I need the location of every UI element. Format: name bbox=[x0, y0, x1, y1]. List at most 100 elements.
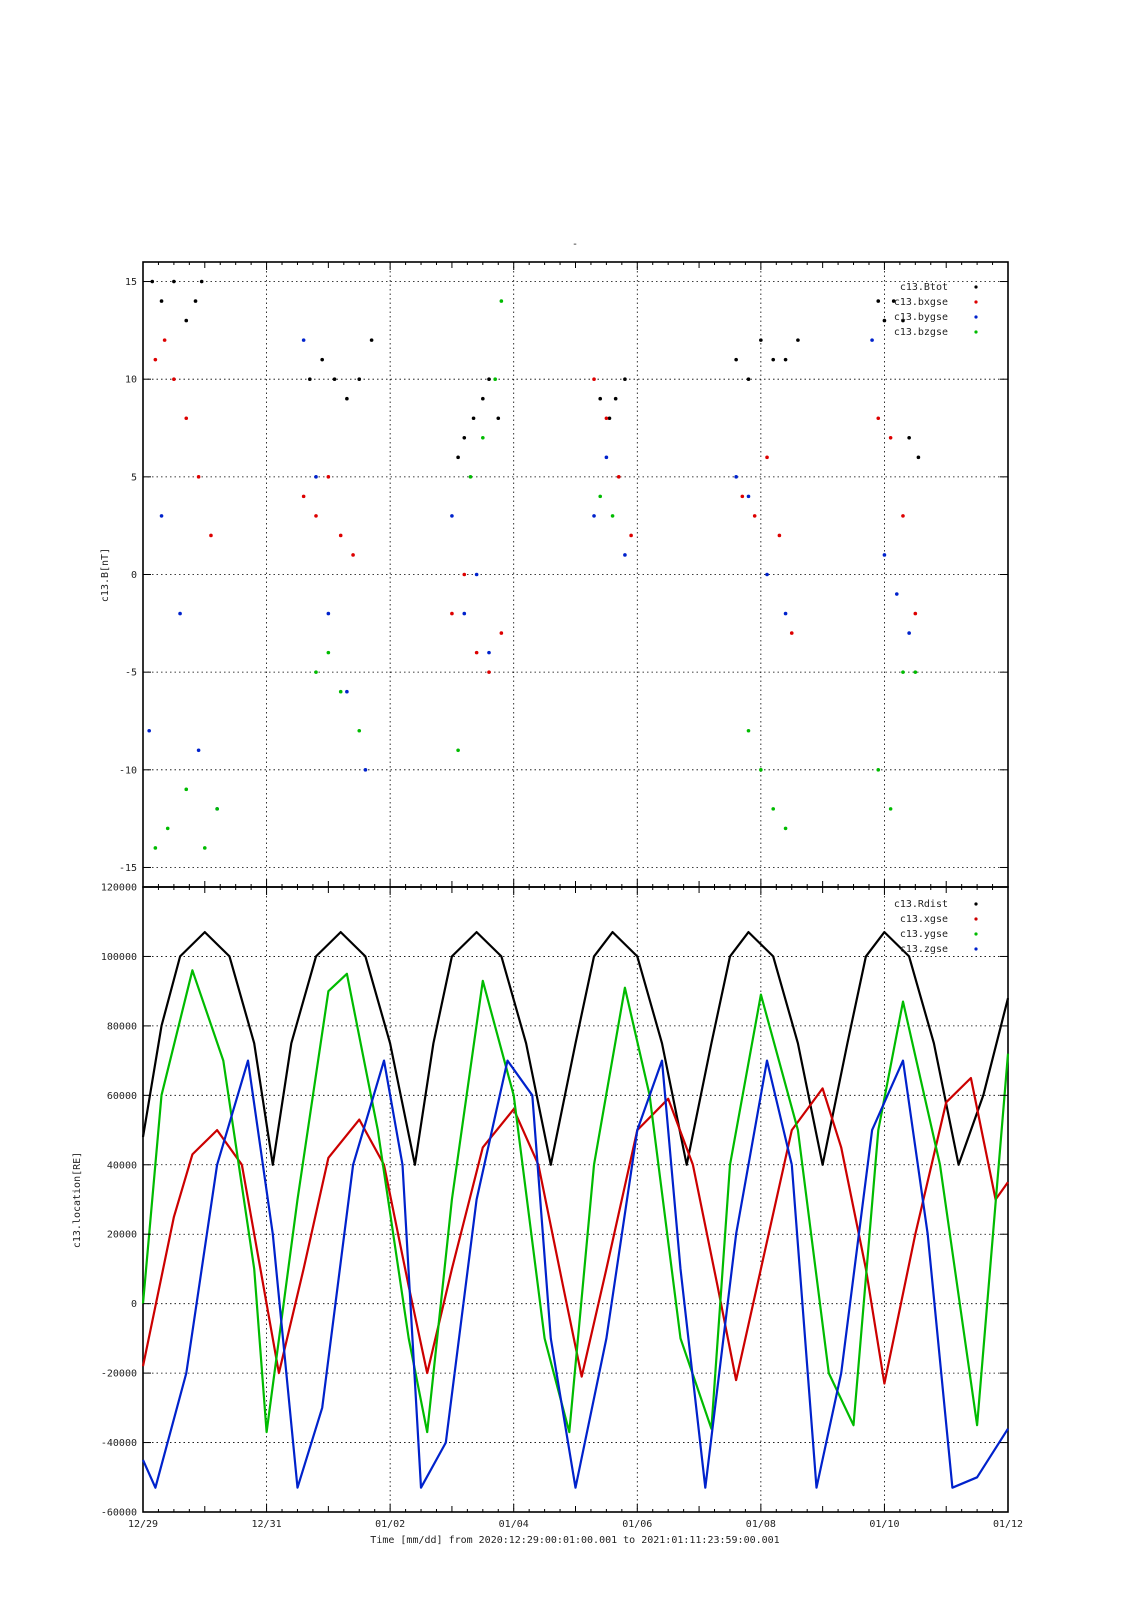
data-point bbox=[147, 728, 151, 733]
field-panel: -15 -10 -5 0 5 10 15 c13.B[nT] c13.Btot c13.bxg… bbox=[100, 261, 1009, 888]
y-tick-label: -40000 bbox=[101, 1438, 137, 1449]
location-panel-lines bbox=[141, 930, 1010, 1489]
legend-entry-swatch bbox=[974, 285, 978, 289]
data-point bbox=[314, 670, 318, 674]
data-point bbox=[752, 514, 757, 518]
data-point bbox=[870, 338, 874, 342]
x-tick-label: 12/29 bbox=[128, 1519, 158, 1530]
data-point bbox=[162, 338, 167, 342]
data-point bbox=[462, 611, 467, 616]
data-point bbox=[172, 377, 176, 381]
data-point bbox=[326, 650, 331, 655]
field-panel-legend: c13.Btot c13.bxgse c13.bygse c13.bzgse bbox=[894, 282, 978, 338]
x-tick-label: 01/08 bbox=[746, 1519, 776, 1530]
data-point bbox=[746, 728, 751, 733]
data-point bbox=[184, 318, 189, 323]
data-point bbox=[916, 455, 921, 460]
data-point bbox=[607, 416, 612, 421]
x-tick-label: 01/10 bbox=[869, 1519, 899, 1530]
data-point bbox=[150, 279, 155, 284]
data-point bbox=[209, 533, 213, 538]
x-tick-label: 01/02 bbox=[375, 1519, 405, 1530]
data-point bbox=[456, 455, 460, 460]
data-point bbox=[153, 357, 158, 362]
y-tick-label: 100000 bbox=[101, 952, 137, 963]
series-line-c13.Rdist bbox=[141, 930, 1010, 1166]
legend-entry-label: c13.bygse bbox=[894, 312, 948, 323]
data-point bbox=[765, 572, 769, 577]
time-axis-caption: Time [mm/dd] from 2020:12:29:00:01:00.00… bbox=[370, 1535, 779, 1546]
data-point bbox=[462, 572, 467, 577]
data-point bbox=[326, 611, 331, 616]
data-point bbox=[907, 631, 911, 635]
data-point bbox=[199, 279, 204, 284]
data-point bbox=[783, 611, 788, 616]
y-tick-label: 5 bbox=[131, 472, 137, 483]
data-point bbox=[616, 475, 621, 479]
legend-entry-swatch bbox=[974, 932, 978, 936]
data-point bbox=[789, 631, 794, 635]
data-point bbox=[604, 416, 609, 421]
data-point bbox=[320, 357, 324, 362]
y-tick-label: -10 bbox=[119, 765, 137, 776]
legend-entry-swatch bbox=[974, 315, 978, 319]
location-panel-grid bbox=[143, 887, 1008, 1512]
data-point bbox=[901, 670, 905, 674]
data-point bbox=[326, 475, 331, 479]
y-tick-label: 60000 bbox=[107, 1091, 137, 1102]
data-point bbox=[301, 494, 306, 499]
data-point bbox=[184, 787, 189, 792]
y-tick-label: -20000 bbox=[101, 1369, 137, 1380]
data-point bbox=[357, 377, 362, 381]
series-c13.bygse bbox=[147, 338, 911, 811]
legend-entry-label: c13.zgse bbox=[900, 944, 948, 955]
data-point bbox=[913, 611, 918, 616]
data-point bbox=[202, 846, 207, 850]
data-point bbox=[759, 768, 763, 772]
data-point bbox=[629, 533, 633, 538]
series-line-c13.zgse bbox=[141, 1059, 1009, 1489]
y-tick-label: -15 bbox=[119, 863, 137, 874]
data-point bbox=[481, 396, 485, 401]
legend-entry-swatch bbox=[974, 300, 978, 304]
field-panel-y-ticks: -15 -10 -5 0 5 10 15 bbox=[119, 277, 1008, 874]
data-point bbox=[351, 553, 355, 557]
data-point bbox=[783, 357, 788, 362]
location-panel-y-ticks: -60000 -40000 -20000 0 20000 40000 60000 80000 1… bbox=[101, 883, 1008, 1519]
data-point bbox=[450, 514, 454, 518]
data-point bbox=[888, 435, 893, 440]
y-tick-label: 120000 bbox=[101, 883, 137, 894]
data-point bbox=[740, 494, 745, 499]
data-point bbox=[796, 338, 800, 342]
data-point bbox=[215, 807, 219, 811]
data-point bbox=[610, 514, 615, 518]
data-point bbox=[499, 631, 504, 635]
series-c13.Btot bbox=[150, 279, 921, 460]
data-point bbox=[301, 338, 306, 342]
legend-entry-swatch bbox=[974, 947, 978, 951]
legend-entry-label: c13.ygse bbox=[900, 929, 948, 940]
data-point bbox=[481, 435, 485, 440]
data-point bbox=[901, 514, 905, 518]
data-point bbox=[894, 592, 899, 596]
data-point bbox=[196, 748, 201, 753]
data-point bbox=[450, 611, 454, 616]
data-point bbox=[196, 475, 201, 479]
data-point bbox=[369, 338, 374, 342]
data-point bbox=[759, 338, 763, 342]
data-point bbox=[907, 435, 911, 440]
data-point bbox=[172, 279, 176, 284]
data-point bbox=[159, 299, 164, 303]
data-point bbox=[153, 846, 158, 850]
y-tick-label: 0 bbox=[131, 1299, 137, 1310]
data-point bbox=[604, 455, 609, 460]
location-panel-y-label: c13.location[RE] bbox=[72, 1152, 83, 1248]
data-point bbox=[592, 377, 596, 381]
data-point bbox=[876, 299, 881, 303]
data-point bbox=[314, 514, 318, 518]
data-point bbox=[499, 299, 504, 303]
data-point bbox=[876, 416, 881, 421]
data-point bbox=[746, 494, 751, 499]
legend-entry-swatch bbox=[974, 330, 978, 334]
data-point bbox=[159, 514, 164, 518]
